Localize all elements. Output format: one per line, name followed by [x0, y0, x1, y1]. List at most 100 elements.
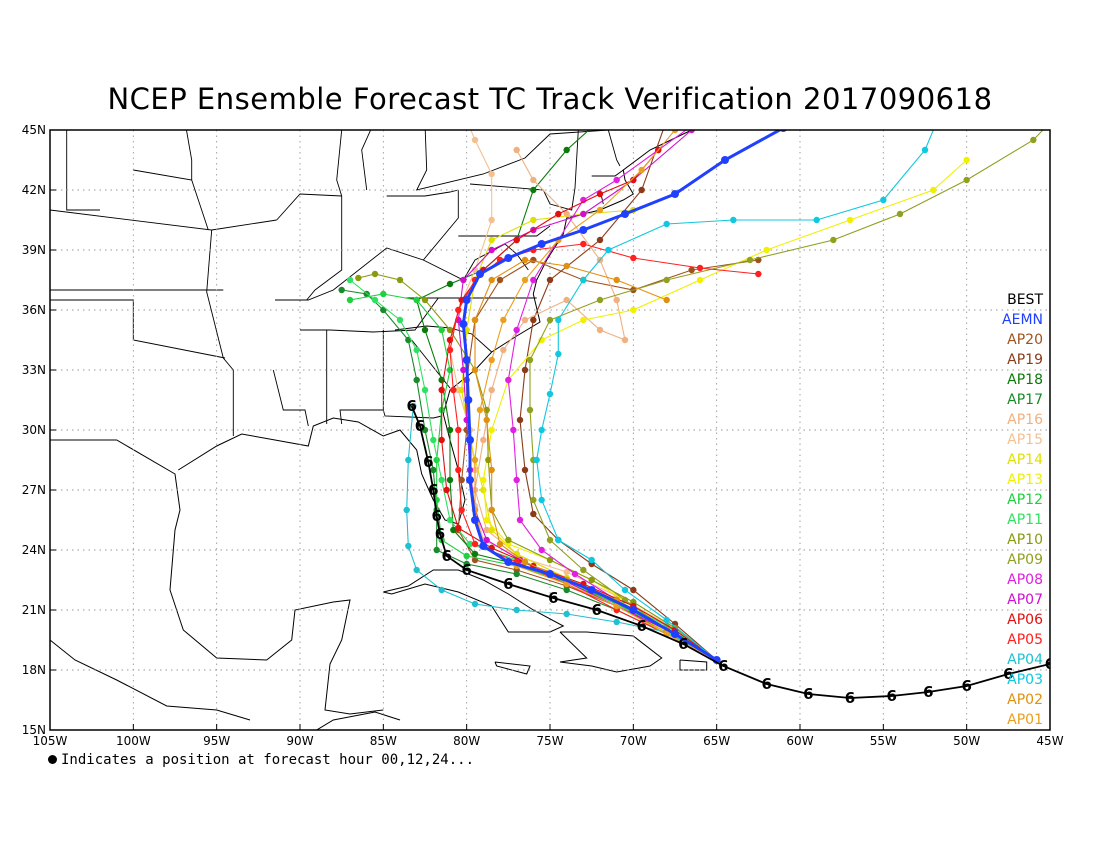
forecast-position-marker — [371, 296, 379, 304]
hurricane-symbol-icon: 6 — [718, 657, 728, 675]
forecast-position-marker — [813, 216, 820, 224]
forecast-position-marker — [580, 276, 587, 284]
forecast-position-marker — [405, 456, 412, 464]
forecast-position-marker — [546, 276, 554, 284]
forecast-position-marker — [433, 546, 440, 554]
track-line — [406, 405, 717, 661]
legend-item-ap04: AP04 — [1007, 652, 1043, 668]
forecast-position-marker — [597, 117, 603, 123]
lon-tick-label: 55W — [870, 734, 897, 748]
forecast-position-marker — [483, 526, 490, 534]
forecast-position-marker — [463, 552, 470, 560]
forecast-position-marker — [613, 296, 620, 304]
forecast-position-marker — [455, 524, 462, 532]
hurricane-symbol-icon: 6 — [431, 507, 441, 525]
forecast-position-marker — [563, 610, 570, 618]
forecast-position-marker — [446, 280, 454, 288]
forecast-position-marker — [504, 558, 513, 566]
forecast-position-marker — [466, 436, 474, 444]
forecast-position-marker — [463, 560, 470, 568]
forecast-position-marker — [613, 618, 620, 626]
forecast-position-marker — [463, 117, 469, 123]
forecast-position-marker — [480, 476, 487, 484]
forecast-position-marker — [462, 296, 471, 304]
forecast-position-marker — [546, 536, 554, 544]
political-border — [386, 189, 459, 197]
forecast-position-marker — [538, 336, 545, 344]
coastline-segment — [494, 661, 531, 675]
lon-tick-label: 85W — [370, 734, 397, 748]
forecast-position-marker — [510, 426, 517, 434]
forecast-position-marker — [488, 506, 495, 514]
political-border — [185, 130, 193, 180]
forecast-position-marker — [521, 558, 529, 566]
forecast-position-marker — [413, 566, 420, 574]
legend-item-ap08: AP08 — [1007, 572, 1043, 588]
forecast-position-marker — [563, 586, 570, 594]
forecast-position-marker — [438, 476, 445, 484]
legend-item-ap18: AP18 — [1007, 372, 1043, 388]
forecast-position-marker — [605, 246, 612, 254]
forecast-position-marker — [466, 540, 474, 548]
graticule — [50, 130, 1050, 730]
coastline-segment — [50, 439, 384, 715]
political-border — [300, 297, 537, 333]
hurricane-symbol-icon: 6 — [886, 687, 896, 705]
lat-tick-label: 36N — [22, 303, 46, 317]
lon-tick-label: 80W — [453, 734, 480, 748]
forecast-position-marker — [480, 436, 487, 444]
forecast-position-marker — [580, 210, 587, 218]
forecast-position-marker — [579, 226, 588, 234]
forecast-position-marker — [629, 606, 638, 614]
forecast-position-marker — [513, 476, 520, 484]
track-aemn — [459, 130, 787, 664]
hurricane-symbol-icon: 6 — [636, 617, 646, 635]
forecast-position-marker — [538, 426, 545, 434]
coastline-segment — [383, 569, 565, 633]
forecast-position-marker — [516, 516, 524, 524]
lat-tick-label: 21N — [22, 603, 46, 617]
forecast-position-marker — [521, 366, 529, 374]
chart-title: NCEP Ensemble Forecast TC Track Verifica… — [107, 82, 993, 116]
forecast-position-marker — [513, 606, 520, 614]
forecast-position-marker — [671, 190, 679, 198]
political-border — [276, 193, 342, 221]
forecast-position-marker — [471, 540, 479, 548]
forecast-position-marker — [613, 276, 620, 284]
hurricane-symbol-icon: 6 — [803, 685, 813, 703]
forecast-position-marker — [338, 286, 345, 294]
forecast-position-marker — [688, 130, 695, 134]
forecast-position-marker — [779, 130, 787, 132]
hurricane-symbol-icon: 6 — [591, 601, 601, 619]
lon-tick-label: 45W — [1036, 734, 1063, 748]
forecast-position-marker — [521, 256, 529, 264]
coastline-segment — [679, 659, 708, 671]
forecast-position-marker — [621, 586, 629, 594]
forecast-position-marker — [430, 466, 437, 474]
political-border — [50, 209, 234, 436]
forecast-position-marker — [483, 516, 490, 524]
legend-item-best: BEST — [1007, 292, 1043, 308]
track-line — [461, 130, 783, 662]
political-border — [306, 196, 343, 301]
forecast-position-marker — [421, 326, 429, 334]
forecast-position-marker — [450, 386, 457, 394]
forecast-position-marker — [663, 276, 670, 284]
forecast-position-marker — [530, 316, 537, 324]
forecast-position-marker — [571, 570, 579, 578]
lat-tick-label: 33N — [22, 363, 46, 377]
forecast-position-marker — [446, 326, 454, 334]
footnote: Indicates a position at forecast hour 00… — [48, 752, 474, 768]
forecast-position-marker — [530, 216, 537, 224]
forecast-position-marker — [546, 316, 554, 324]
forecast-position-marker — [346, 296, 354, 304]
forecast-position-marker — [480, 486, 487, 494]
hurricane-symbol-icon: 6 — [435, 525, 445, 543]
legend-item-ap11: AP11 — [1007, 512, 1043, 528]
forecast-position-marker — [555, 536, 562, 544]
forecast-position-marker — [963, 176, 970, 184]
forecast-position-marker — [455, 426, 462, 434]
forecast-position-marker — [555, 316, 562, 324]
political-border — [66, 130, 100, 211]
forecast-position-marker — [613, 176, 620, 184]
